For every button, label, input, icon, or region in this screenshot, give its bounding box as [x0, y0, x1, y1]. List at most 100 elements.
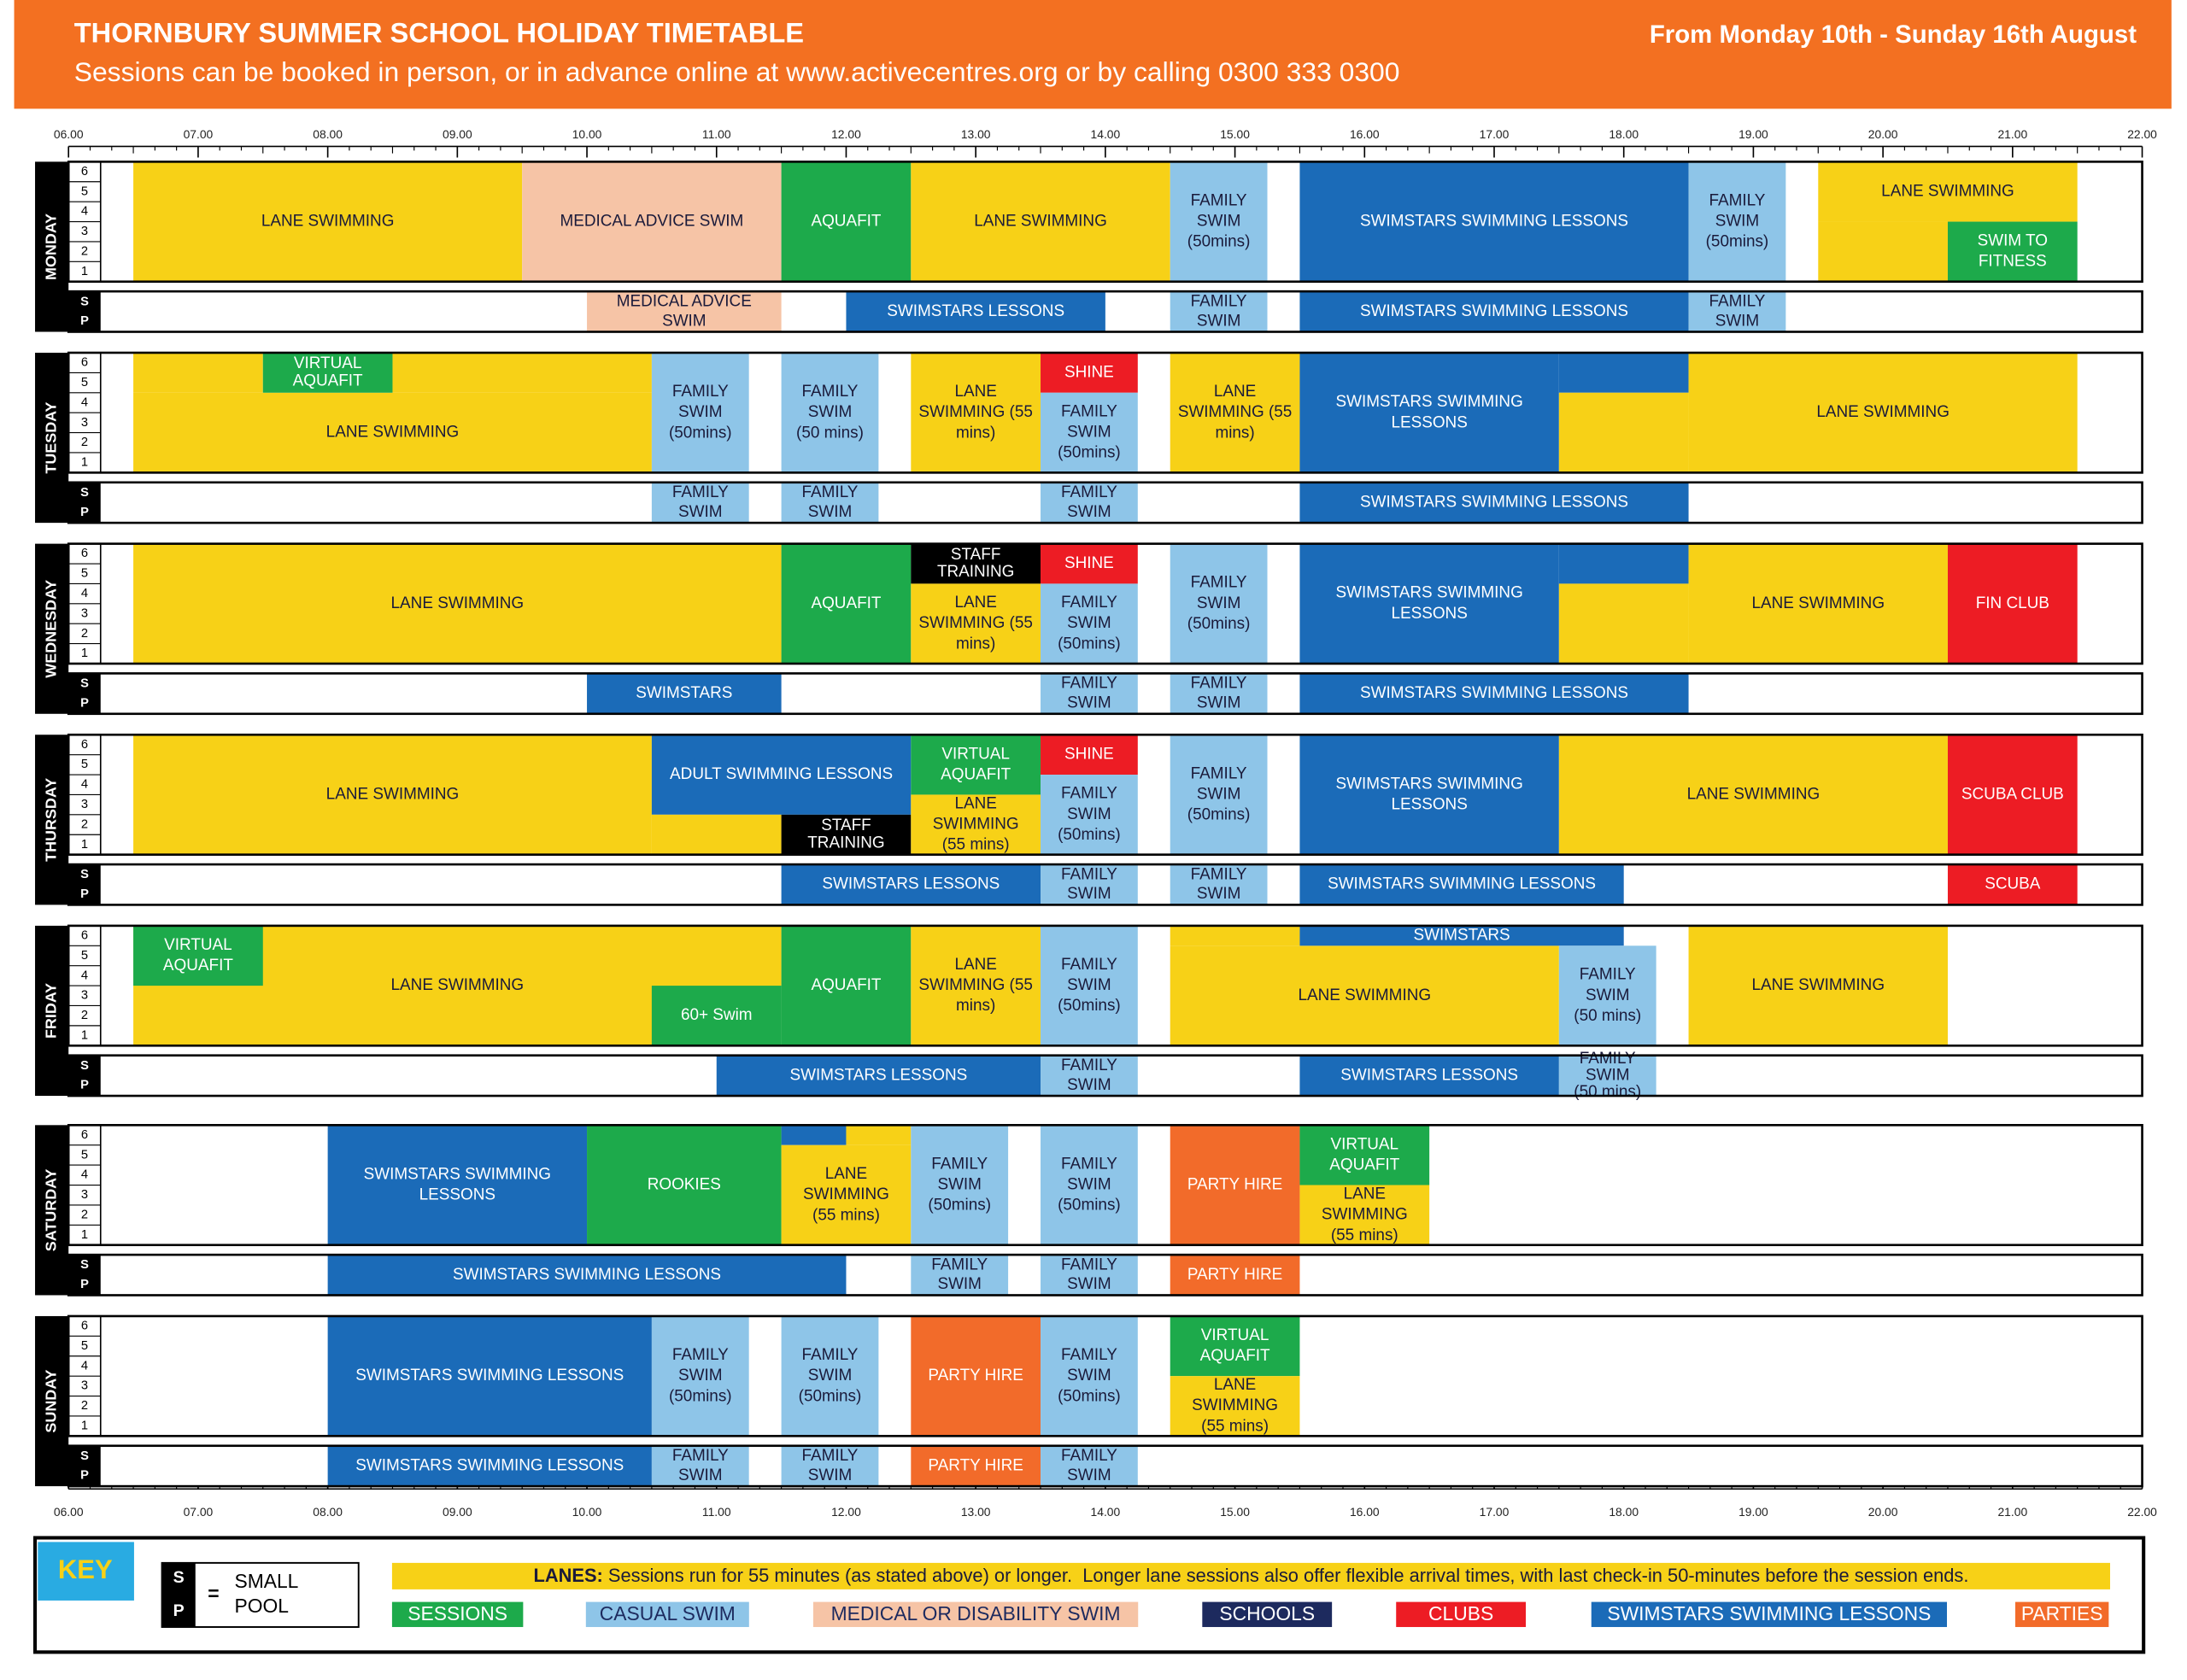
session-block [587, 673, 782, 714]
lane-number: 4 [81, 1359, 88, 1373]
key-equals: = [208, 1582, 219, 1604]
session-label: SWIMSTARS SWIMMING [1335, 775, 1522, 793]
lane-number: 2 [81, 1399, 88, 1413]
session-label: SWIM [1067, 503, 1111, 521]
session-block [1299, 673, 1689, 714]
session-block [327, 1445, 652, 1487]
session-block [1299, 352, 1559, 473]
session-block [651, 986, 782, 1046]
session-block [1558, 1055, 1656, 1097]
session-label: FAMILY [802, 1346, 859, 1364]
hour-label: 17.00 [1480, 127, 1510, 141]
session-block [781, 1144, 912, 1245]
hour-label: 09.00 [443, 1505, 472, 1519]
session-block [327, 1315, 652, 1437]
hour-label: 13.00 [961, 1505, 991, 1519]
session-block [1818, 161, 2078, 222]
hour-label: 16.00 [1350, 127, 1380, 141]
session-block [651, 352, 749, 473]
session-label: LANE SWIMMING [1881, 182, 2014, 200]
session-label: FAMILY [1061, 956, 1117, 974]
session-block [781, 864, 1041, 905]
session-label: SWIMSTARS SWIMMING LESSONS [1360, 684, 1628, 702]
session-block [1041, 864, 1138, 905]
session-label: FAMILY [931, 1155, 988, 1173]
session-block [1299, 864, 1624, 905]
lane-number: 4 [81, 587, 88, 600]
lane-number: 5 [81, 949, 88, 963]
session-label: AQUAFIT [811, 976, 881, 994]
small-pool-column [68, 864, 101, 905]
lane-number: 6 [81, 1320, 88, 1333]
small-pool-letter: P [80, 314, 89, 328]
session-label: AQUAFIT [811, 594, 881, 612]
small-pool-border [67, 1253, 2143, 1297]
lane-number: 2 [81, 1009, 88, 1022]
session-label: LANE SWIMMING [326, 424, 460, 442]
key-label: SWIMSTARS SWIMMING LESSONS [1607, 1602, 1931, 1624]
session-label: FAMILY [672, 1346, 729, 1364]
key-swatch [1202, 1601, 1333, 1627]
session-label: AQUAFIT [1200, 1347, 1270, 1365]
key-title-box [38, 1542, 134, 1601]
session-label: (50mins) [1058, 1197, 1121, 1215]
session-block [651, 735, 912, 815]
session-label: SWIMSTARS SWIMMING LESSONS [453, 1266, 721, 1284]
key-label: SCHOOLS [1219, 1602, 1315, 1624]
key-box [32, 1536, 2146, 1654]
date-range: From Monday 10th - Sunday 16th August [1650, 20, 2137, 49]
session-block [1299, 735, 1559, 855]
session-label: (50mins) [1706, 233, 1769, 251]
session-block [781, 161, 912, 282]
session-label: FAMILY [802, 1447, 859, 1465]
hour-label: 09.00 [443, 127, 472, 141]
session-label: FAMILY [931, 1256, 988, 1273]
session-block [911, 794, 1041, 855]
session-label: SWIM [1067, 885, 1111, 903]
key-swatch [391, 1601, 524, 1627]
session-label: LANE [1214, 383, 1256, 401]
session-label: (50 mins) [1574, 1083, 1641, 1101]
session-label: TRAINING [807, 834, 884, 852]
day-bar [35, 925, 69, 1097]
hour-label: 14.00 [1091, 1505, 1121, 1519]
small-pool-border [67, 863, 2143, 906]
lane-number: 4 [81, 205, 88, 219]
session-block [1299, 1185, 1430, 1245]
session-label: LESSONS [1391, 605, 1467, 623]
session-label: mins) [1215, 424, 1254, 442]
main-pool-border [67, 1124, 2143, 1247]
lane-number: 3 [81, 989, 88, 1003]
day-name: WEDNESDAY [42, 580, 59, 678]
lane-number: 2 [81, 627, 88, 641]
small-pool-letter: S [80, 295, 89, 308]
session-label: SWIM [1067, 424, 1111, 442]
lane-number: 1 [81, 838, 88, 852]
session-block [781, 1125, 847, 1145]
session-label: SCUBA CLUB [1961, 785, 2064, 803]
session-label: PARTY HIRE [1187, 1266, 1282, 1284]
session-label: (55 mins) [812, 1206, 880, 1224]
hour-label: 15.00 [1220, 127, 1250, 141]
session-block [262, 352, 393, 393]
session-block [1041, 673, 1138, 714]
lane-number: 6 [81, 356, 88, 370]
session-block [1041, 735, 1138, 776]
hour-label: 19.00 [1738, 1505, 1768, 1519]
session-label: SWIM [1067, 694, 1111, 712]
main-pool-border [67, 542, 2143, 665]
session-block [781, 925, 912, 1046]
session-label: SHINE [1064, 363, 1114, 381]
session-label: VIRTUAL [941, 745, 1010, 763]
session-label: SWIM [1067, 1076, 1111, 1094]
day-name: MONDAY [42, 214, 59, 280]
small-pool-border [67, 672, 2143, 716]
session-block [1558, 352, 1689, 393]
session-label: (50mins) [1058, 635, 1121, 653]
session-block [392, 352, 652, 393]
session-block [1041, 1125, 1138, 1245]
key-label: MEDICAL OR DISABILITY SWIM [831, 1602, 1121, 1624]
session-block [133, 352, 263, 393]
session-label: SWIMSTARS SWIMMING [1335, 584, 1522, 602]
session-block [587, 1125, 782, 1245]
